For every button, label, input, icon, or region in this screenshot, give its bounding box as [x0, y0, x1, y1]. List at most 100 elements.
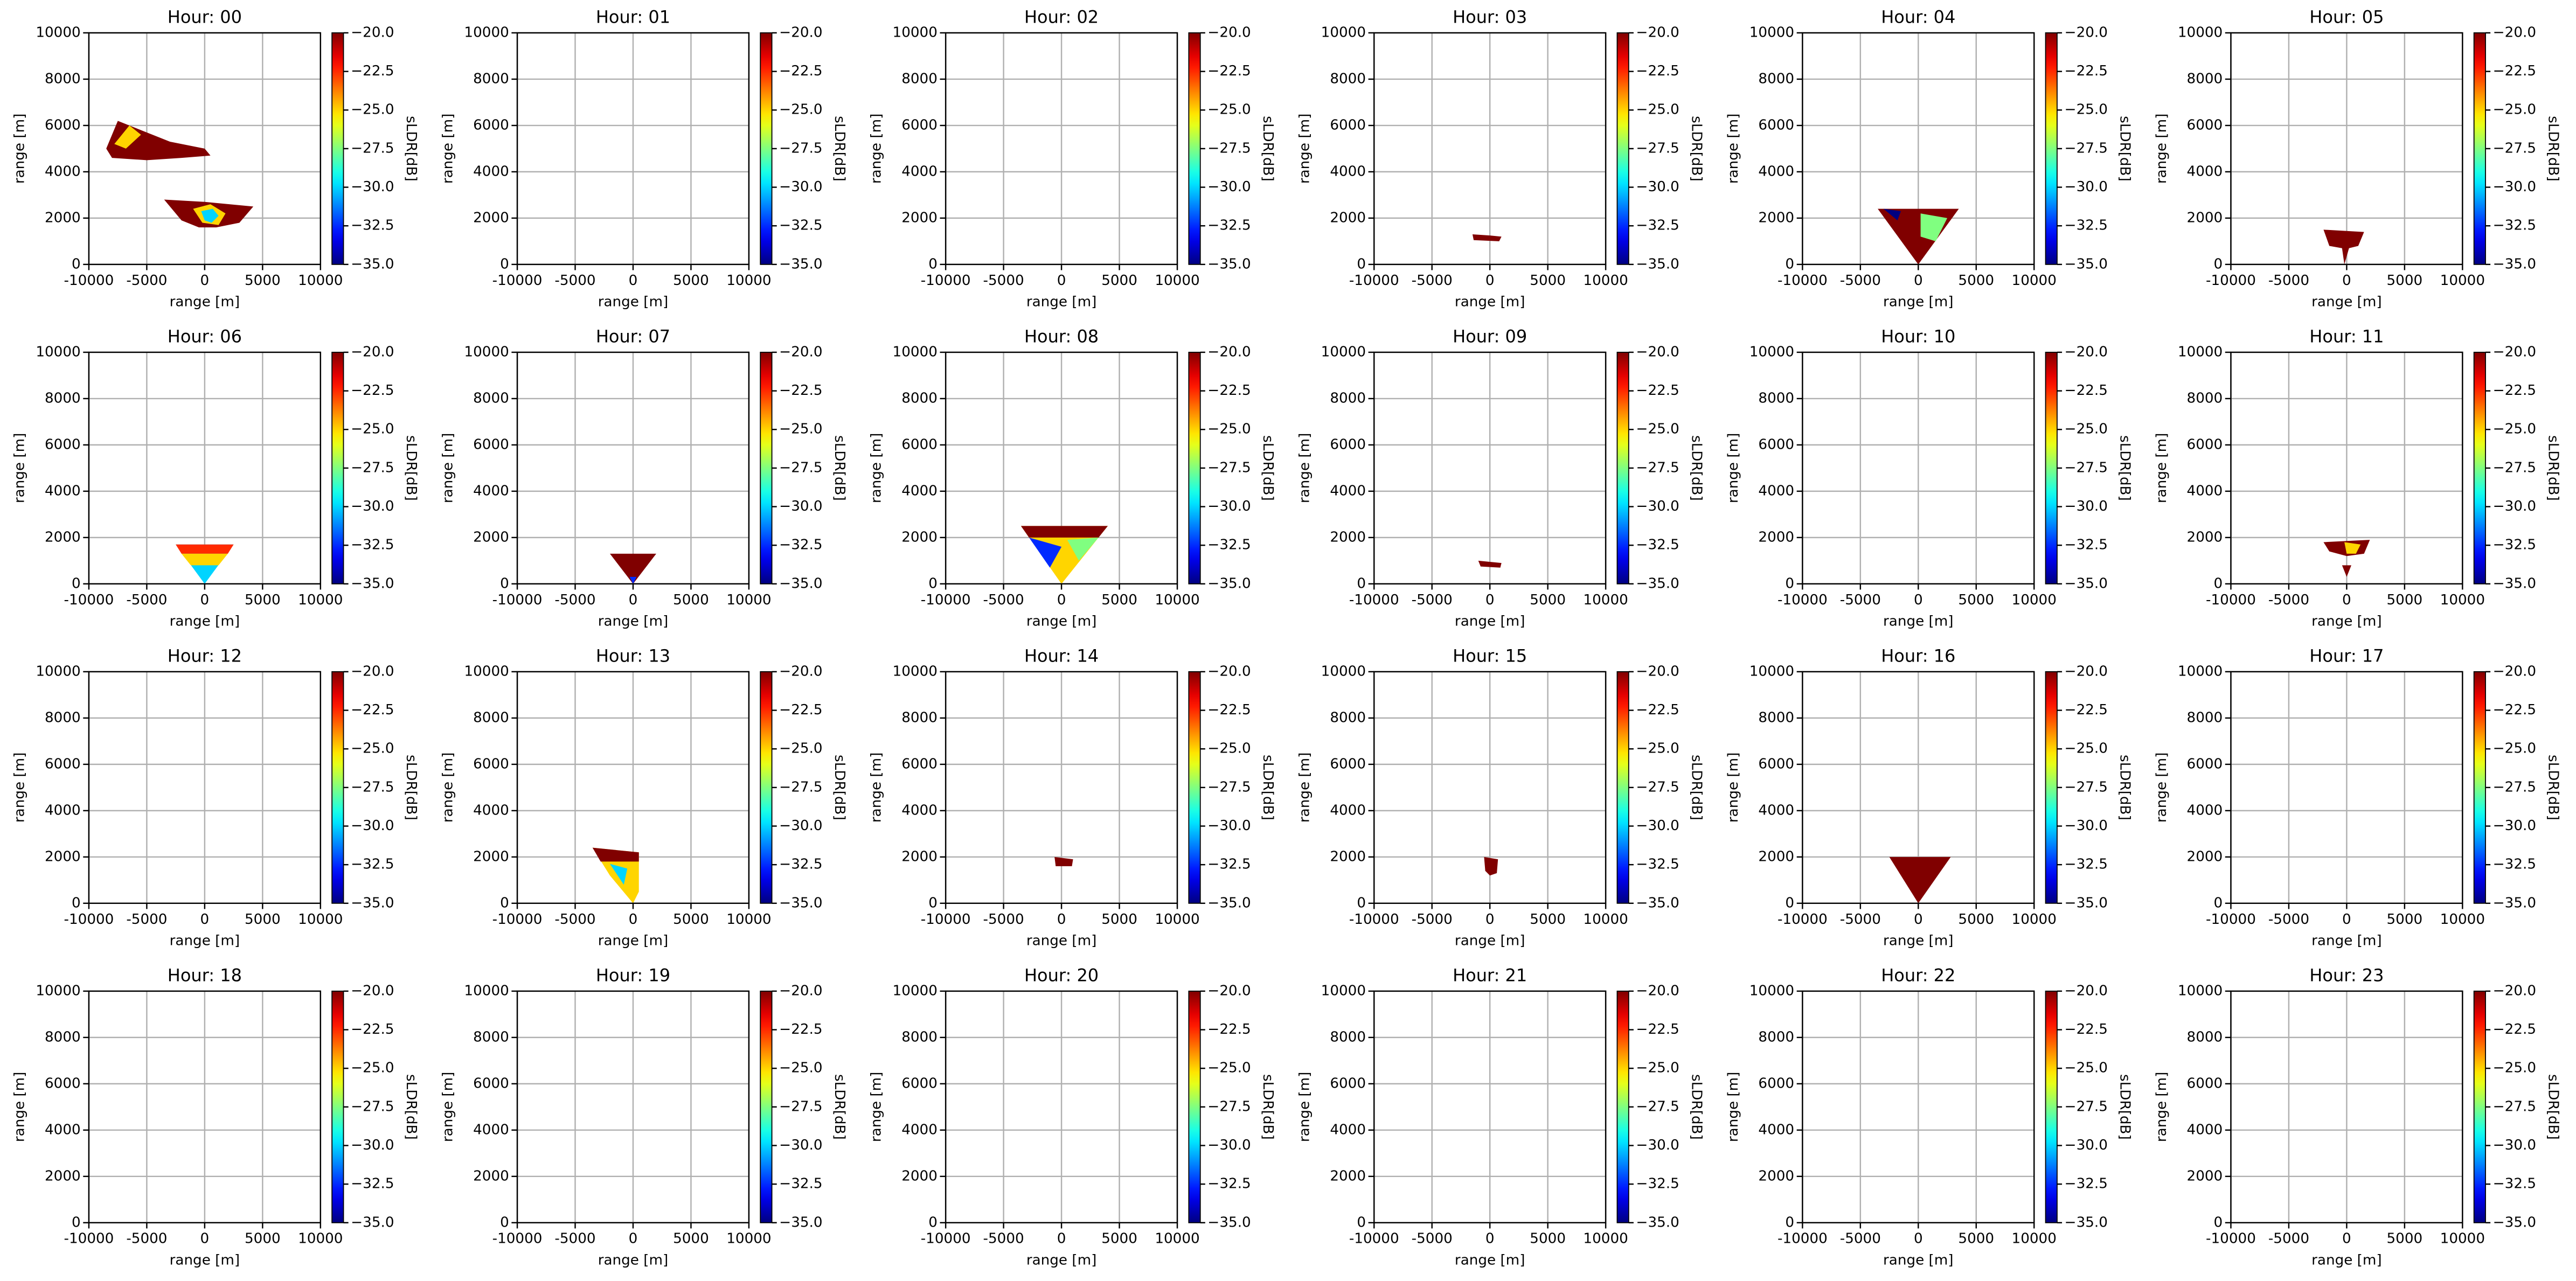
x-tick-label: 0: [200, 911, 210, 928]
colorbar-tick-label: −22.5: [779, 1021, 822, 1038]
y-axis-label: range [m]: [869, 433, 885, 503]
x-tick-label: 5000: [673, 1231, 709, 1247]
colorbar: [2045, 352, 2058, 584]
x-tick-label: -10000: [492, 592, 543, 608]
x-tick-label: -10000: [64, 1231, 114, 1247]
colorbar-tick-label: −30.0: [2065, 179, 2108, 195]
subplot-title: Hour: 05: [2309, 7, 2384, 27]
y-tick-label: 4000: [473, 483, 509, 499]
x-axis-label: range [m]: [598, 932, 669, 949]
colorbar-tick-label: −20.0: [1636, 983, 1679, 999]
subplot-title: Hour: 18: [168, 965, 242, 985]
y-tick-label: 6000: [1330, 756, 1366, 772]
colorbar-tick-label: −27.5: [779, 1098, 822, 1115]
colorbar-tick-label: −35.0: [351, 1214, 394, 1230]
colorbar-tick-label: −32.5: [351, 1176, 394, 1192]
colorbar-tick-label: −25.0: [2493, 421, 2536, 437]
x-axis-label: range [m]: [1026, 1252, 1097, 1268]
y-tick-label: 4000: [1330, 802, 1366, 818]
y-tick-label: 8000: [901, 71, 938, 87]
x-axis-label: range [m]: [1026, 294, 1097, 310]
x-tick-label: 0: [2342, 911, 2351, 928]
y-tick-label: 2000: [901, 529, 938, 545]
x-tick-label: 0: [1057, 273, 1066, 289]
y-tick-label: 0: [72, 895, 81, 911]
colorbar-tick-label: −30.0: [1207, 498, 1251, 514]
colorbar-tick-label: −32.5: [779, 218, 822, 234]
x-tick-label: -5000: [983, 592, 1024, 608]
y-tick-label: 10000: [464, 344, 509, 360]
y-axis-label: range [m]: [440, 114, 456, 184]
x-tick-label: 5000: [673, 911, 709, 928]
colorbar-tick-label: −22.5: [2065, 702, 2108, 718]
colorbar-tick-label: −22.5: [351, 702, 394, 718]
y-tick-label: 2000: [901, 848, 938, 865]
x-tick-label: -5000: [1412, 273, 1453, 289]
subplot: Hour: 01 -10000 -5000 0 5000 10000 0 2000 4000 60…: [440, 7, 848, 310]
colorbar-tick-label: −35.0: [779, 1214, 822, 1230]
y-tick-label: 0: [1357, 1214, 1366, 1230]
colorbar-tick-label: −20.0: [779, 24, 822, 40]
y-tick-label: 0: [928, 256, 938, 272]
y-tick-label: 6000: [2187, 117, 2223, 133]
colorbar-tick-label: −27.5: [779, 140, 822, 156]
colorbar-tick-label: −27.5: [1636, 779, 1679, 795]
colorbar-tick-label: −30.0: [779, 179, 822, 195]
y-axis-label: range [m]: [1725, 1072, 1741, 1143]
y-tick-label: 4000: [473, 163, 509, 179]
y-tick-label: 2000: [1330, 210, 1366, 226]
region: [2323, 229, 2364, 264]
colorbar-tick-label: −27.5: [2493, 140, 2536, 156]
x-axis-label: range [m]: [1883, 1252, 1954, 1268]
colorbar: [2045, 671, 2058, 904]
colorbar-tick-label: −30.0: [2493, 818, 2536, 834]
y-tick-label: 10000: [1749, 344, 1794, 360]
x-tick-label: 10000: [298, 592, 343, 608]
colorbar-tick-label: −30.0: [1207, 818, 1251, 834]
x-tick-label: -5000: [1412, 592, 1453, 608]
colorbar-tick-label: −27.5: [351, 1098, 394, 1115]
x-tick-label: 10000: [2440, 1231, 2485, 1247]
colorbar-label: sLDR[dB]: [2545, 435, 2561, 501]
x-tick-label: 10000: [1155, 592, 1199, 608]
y-tick-label: 6000: [45, 756, 81, 772]
y-axis-label: range [m]: [11, 433, 27, 503]
x-tick-label: 5000: [2387, 911, 2423, 928]
x-tick-label: -5000: [1412, 911, 1453, 928]
y-tick-label: 4000: [1330, 1122, 1366, 1138]
colorbar-tick-label: −35.0: [1636, 1214, 1679, 1230]
colorbar-tick-label: −32.5: [779, 1176, 822, 1192]
x-axis-label: range [m]: [1026, 932, 1097, 949]
y-tick-label: 6000: [1758, 756, 1794, 772]
y-tick-label: 8000: [901, 1029, 938, 1045]
colorbar-tick-label: −22.5: [1207, 702, 1251, 718]
y-tick-label: 4000: [901, 483, 938, 499]
y-tick-label: 8000: [45, 1029, 81, 1045]
colorbar-tick-label: −25.0: [1207, 1060, 1251, 1076]
y-tick-label: 10000: [1321, 663, 1366, 679]
colorbar-tick-label: −32.5: [1207, 857, 1251, 873]
colorbar-tick-label: −27.5: [2065, 460, 2108, 476]
plot-frame: [1373, 990, 1607, 1223]
colorbar-label: sLDR[dB]: [1688, 755, 1704, 820]
y-tick-label: 6000: [45, 1075, 81, 1091]
colorbar-tick-label: −20.0: [779, 344, 822, 360]
subplot-title: Hour: 03: [1453, 7, 1527, 27]
colorbar-tick-label: −35.0: [779, 575, 822, 591]
x-tick-label: 0: [1485, 592, 1495, 608]
x-tick-label: 5000: [2387, 1231, 2423, 1247]
plot-frame: [1802, 351, 2035, 585]
colorbar-tick-label: −32.5: [2493, 857, 2536, 873]
colorbar-tick-label: −20.0: [2065, 663, 2108, 679]
colorbar: [331, 990, 344, 1223]
colorbar-tick-label: −27.5: [2493, 779, 2536, 795]
y-tick-label: 10000: [1749, 983, 1794, 999]
x-tick-label: -10000: [492, 911, 543, 928]
x-tick-label: 0: [1914, 273, 1923, 289]
colorbar-label: sLDR[dB]: [1688, 1074, 1704, 1140]
x-tick-label: 10000: [1583, 911, 1628, 928]
colorbar-label: sLDR[dB]: [1688, 116, 1704, 182]
colorbar-tick-label: −32.5: [2065, 1176, 2108, 1192]
colorbar-tick-label: −22.5: [2493, 1021, 2536, 1038]
colorbar-label: sLDR[dB]: [1260, 755, 1276, 820]
